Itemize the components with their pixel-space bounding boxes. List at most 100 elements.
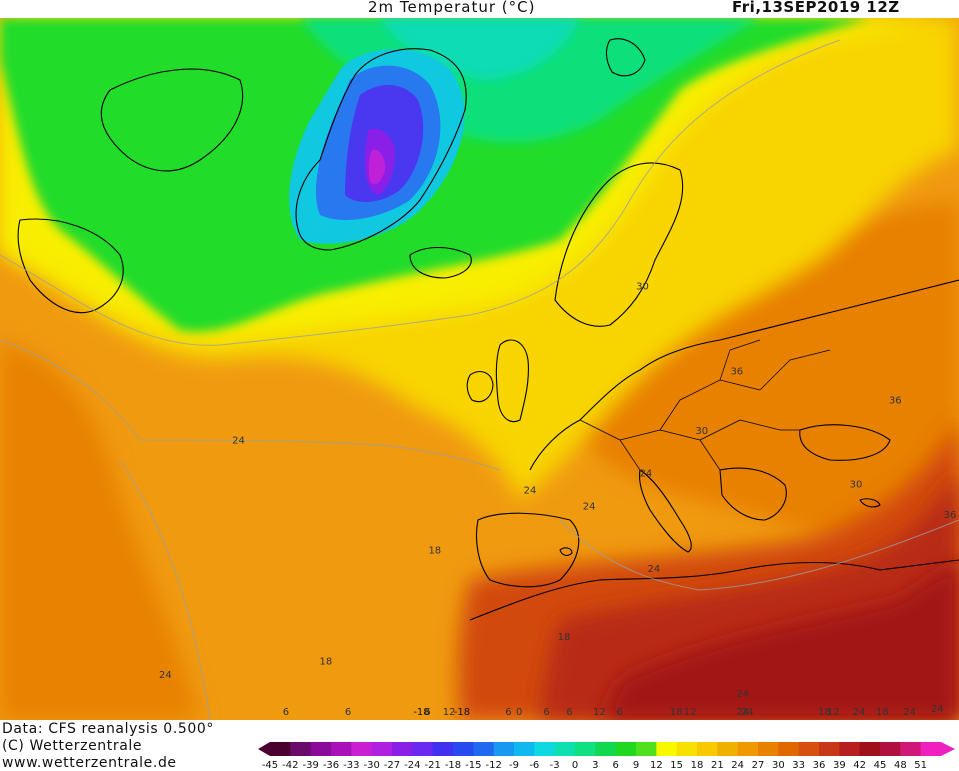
colorbar-tick-label: -45 [262, 760, 278, 770]
colorbar-tick-label: -18 [445, 760, 461, 770]
contour-label: 36 [730, 367, 743, 378]
colorbar-swatch [493, 742, 515, 756]
colorbar-swatch [575, 742, 596, 756]
field-maroon-africa [600, 560, 959, 720]
colorbar-tick-label: 48 [894, 760, 907, 770]
colorbar-swatch [514, 742, 535, 756]
colorbar-swatch [920, 742, 942, 756]
footer-website: www.wetterzentrale.de [2, 755, 177, 771]
contour-label: 36 [944, 510, 957, 521]
colorbar-tick-label: 12 [650, 760, 663, 770]
contour-label: -18 [413, 707, 429, 718]
colorbar-tick-label: -24 [404, 760, 420, 770]
map-field: 0 6 12-18-186 666 6 6121824181824242424242424… [0, 18, 959, 720]
colorbar-swatch [453, 742, 474, 756]
coast-iberia [475, 512, 580, 588]
contour-label: 18 [320, 657, 333, 668]
contour-label: 24 [232, 436, 245, 447]
colorbar-swatch [778, 742, 800, 756]
contour-label: 24 [736, 689, 749, 700]
coastlines [17, 38, 959, 621]
coast-greenland [295, 48, 467, 251]
contour-label: 18 [428, 546, 441, 557]
colorbar-tick-label: -33 [343, 760, 359, 770]
footer-copyright: (C) Wetterzentrale [2, 738, 143, 754]
contour-label: 24 [583, 501, 596, 512]
field-cyan [380, 18, 580, 80]
coast-iceland [409, 247, 472, 279]
colorbar-tick-label: -36 [323, 760, 339, 770]
colorbar-swatch [737, 742, 759, 756]
contour-label: 30 [636, 281, 649, 292]
colorbar-swatch [676, 742, 698, 756]
contour-label: 6 [283, 707, 289, 718]
colorbar-swatch [615, 742, 637, 756]
coast-balkans [719, 467, 787, 521]
field-greenland-purple [368, 149, 386, 185]
contour-label: 6 [543, 707, 549, 718]
colorbar-tick-label: -12 [485, 760, 501, 770]
contour-label: 12 [593, 707, 606, 718]
contour-label: 6 [505, 707, 511, 718]
colorbar-tick-label: 9 [633, 760, 639, 770]
colorbar-right-arrow [941, 742, 955, 756]
colorbar-swatch [392, 742, 413, 756]
colorbar-swatch [331, 742, 352, 756]
colorbar-swatch [697, 742, 718, 756]
contour-label: 30 [850, 479, 863, 490]
colorbar-tick-label: -9 [509, 760, 519, 770]
contour-label: 6 [345, 707, 351, 718]
colorbar-swatch [412, 742, 434, 756]
colorbar-tick-label: 15 [670, 760, 683, 770]
contour-label: 18 [818, 707, 831, 718]
colorbar-swatch [798, 742, 820, 756]
colorbar-swatch [717, 742, 739, 756]
contour-label: 24 [741, 707, 754, 718]
contour-label: 24 [853, 707, 866, 718]
coast-scandinavia [554, 162, 684, 327]
colorbar-swatch [534, 742, 556, 756]
colorbar-swatch [371, 742, 393, 756]
borders [579, 339, 831, 471]
contour-label: 12 [684, 707, 697, 718]
colorbar-tick-label: -15 [465, 760, 481, 770]
colorbar-tick-label: 24 [731, 760, 744, 770]
contour-label: 6 [616, 707, 622, 718]
coast-baffin [100, 68, 244, 172]
colorbar-tick-label: 36 [813, 760, 826, 770]
colorbar-swatch [270, 742, 291, 756]
coast-svalbard [605, 38, 646, 77]
colorbar-tick-label: 0 [572, 760, 578, 770]
contour-label: 24 [931, 704, 944, 715]
colorbar-swatch [859, 742, 881, 756]
colorbar-tick-label: 51 [914, 760, 927, 770]
contour-label: 6 [566, 707, 572, 718]
map-title: 2m Temperatur (°C) [368, 0, 536, 16]
colorbar-swatch [880, 742, 901, 756]
colorbar-tick-label: -27 [384, 760, 400, 770]
coast-blacksea [799, 424, 891, 461]
contour-label: 24 [640, 469, 653, 480]
contour-label: 18 [558, 632, 571, 643]
colorbar-tick-label: -30 [363, 760, 379, 770]
colorbar-swatch [351, 742, 373, 756]
colorbar-swatch [758, 742, 779, 756]
contour-label: 24 [524, 486, 537, 497]
colorbar-swatch [473, 742, 495, 756]
colorbar-swatch [819, 742, 840, 756]
contour-label: 24 [903, 707, 916, 718]
coast-britain [495, 339, 529, 423]
colorbar-tick-label: 27 [752, 760, 765, 770]
colorbar-swatch [656, 742, 678, 756]
colorbar-tick-label: 18 [691, 760, 704, 770]
colorbar-swatch [636, 742, 657, 756]
coast-africa [469, 559, 959, 621]
footer-data-source: Data: CFS reanalysis 0.500° [2, 721, 214, 737]
coast-europe [529, 279, 959, 471]
colorbar-tick-label: 3 [592, 760, 598, 770]
contour-label: -18 [454, 707, 470, 718]
colorbar-swatch [839, 742, 861, 756]
colorbar-tick-label: 21 [711, 760, 724, 770]
contour-label: 12 [827, 707, 840, 718]
